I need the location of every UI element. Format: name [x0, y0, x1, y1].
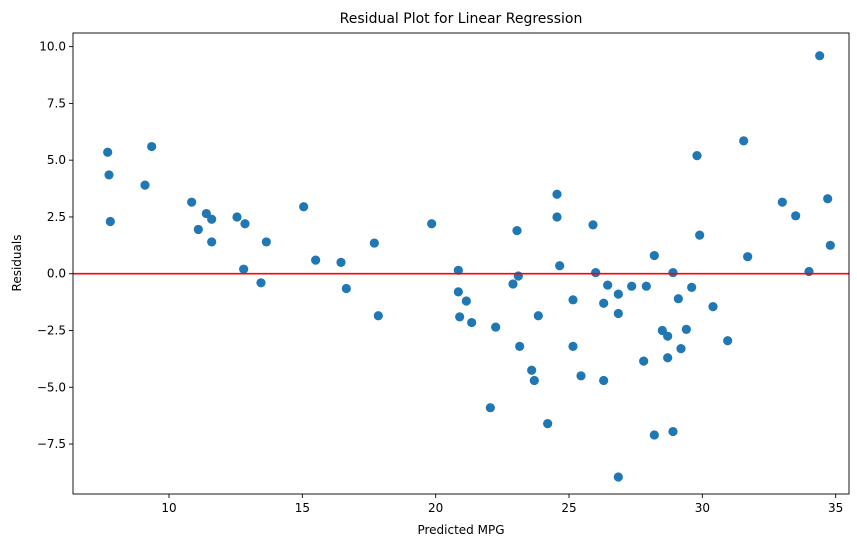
data-point-38 [552, 212, 562, 222]
data-point-33 [527, 365, 537, 375]
data-point-19 [369, 238, 379, 248]
data-point-17 [336, 257, 346, 267]
chart-title: Residual Plot for Linear Regression [340, 11, 583, 27]
x-tick-label: 30 [695, 501, 710, 515]
data-point-23 [453, 287, 463, 297]
data-point-37 [552, 189, 562, 199]
data-point-45 [599, 298, 609, 308]
data-point-4 [147, 141, 157, 152]
data-point-44 [591, 267, 601, 278]
data-point-18 [341, 283, 351, 294]
data-point-61 [673, 294, 683, 304]
data-point-25 [461, 296, 471, 306]
data-point-28 [491, 322, 501, 332]
y-tick-label: 5.0 [47, 153, 66, 167]
data-point-8 [207, 214, 217, 224]
data-point-24 [455, 312, 465, 322]
x-tick-label: 35 [828, 501, 843, 515]
data-point-47 [603, 280, 613, 290]
data-point-6 [193, 224, 203, 235]
data-point-20 [373, 311, 383, 321]
data-point-67 [708, 302, 718, 312]
data-point-72 [791, 211, 801, 221]
data-point-27 [485, 403, 495, 413]
data-point-13 [256, 278, 266, 288]
data-point-29 [508, 279, 518, 289]
data-point-53 [641, 281, 651, 291]
y-tick-label: 10.0 [39, 40, 66, 54]
data-point-55 [649, 430, 659, 440]
data-point-62 [676, 344, 686, 354]
y-tick-label: 0.0 [47, 267, 66, 281]
data-point-10 [232, 212, 242, 222]
data-point-26 [467, 317, 477, 328]
data-point-39 [555, 261, 565, 271]
y-tick-label: −2.5 [37, 323, 66, 337]
y-axis-ticks: −7.5 −5.0 −2.5 0.0 2.5 5.0 7.5 10.0 [37, 40, 73, 451]
data-point-41 [568, 341, 578, 351]
data-point-63 [681, 324, 691, 334]
y-tick-label: 2.5 [47, 210, 66, 224]
y-tick-label: −5.0 [37, 380, 66, 394]
data-point-76 [825, 240, 835, 250]
data-point-58 [663, 353, 673, 363]
data-point-70 [743, 252, 753, 262]
data-point-46 [599, 375, 609, 386]
y-tick-label: −7.5 [37, 437, 66, 451]
data-point-51 [627, 281, 637, 291]
data-point-12 [240, 219, 250, 229]
data-point-49 [613, 308, 623, 319]
scatter-points [103, 51, 835, 482]
data-point-66 [695, 230, 705, 240]
data-point-64 [687, 282, 697, 292]
data-point-68 [723, 336, 733, 346]
data-point-5 [187, 197, 197, 207]
data-point-36 [543, 419, 553, 429]
data-point-52 [639, 356, 649, 366]
data-point-30 [512, 225, 522, 236]
data-point-22 [453, 265, 463, 275]
data-point-69 [739, 136, 749, 146]
data-point-3 [140, 180, 150, 190]
y-axis-label: Residuals [10, 235, 24, 292]
x-axis-label: Predicted MPG [417, 523, 504, 537]
data-point-34 [529, 375, 539, 386]
data-point-15 [299, 202, 309, 212]
data-point-60 [668, 426, 678, 437]
x-tick-label: 10 [161, 501, 176, 515]
data-point-59 [668, 267, 678, 278]
plot-frame [72, 32, 850, 495]
data-point-1 [104, 170, 114, 180]
data-point-14 [261, 237, 271, 247]
data-point-35 [533, 311, 543, 321]
data-point-57 [663, 331, 673, 341]
data-point-74 [815, 51, 825, 61]
y-tick-label: 7.5 [47, 96, 66, 110]
data-point-0 [103, 147, 113, 157]
x-tick-label: 20 [428, 501, 443, 515]
data-point-32 [515, 341, 525, 351]
data-point-75 [823, 194, 833, 204]
data-point-48 [613, 289, 623, 299]
data-point-21 [427, 219, 437, 229]
data-point-50 [613, 472, 623, 482]
data-point-42 [576, 371, 586, 381]
data-point-16 [311, 255, 321, 265]
data-point-40 [568, 295, 578, 305]
data-point-43 [588, 220, 598, 230]
data-point-54 [649, 250, 659, 261]
data-point-2 [105, 216, 115, 227]
data-point-65 [692, 151, 702, 161]
data-point-11 [239, 264, 249, 274]
data-point-31 [513, 271, 523, 281]
data-point-73 [804, 266, 814, 277]
x-tick-label: 25 [561, 501, 576, 515]
data-point-71 [777, 197, 787, 207]
data-point-9 [207, 237, 217, 247]
x-tick-label: 15 [295, 501, 310, 515]
x-axis-ticks: 10 15 20 25 30 35 [161, 494, 843, 515]
